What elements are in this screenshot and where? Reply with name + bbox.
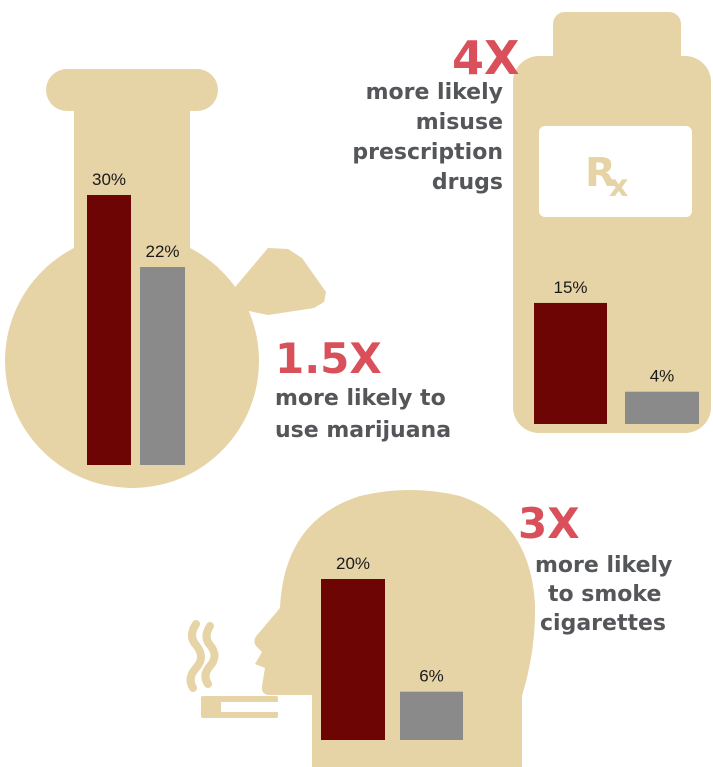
cigarettes-bar-1: [321, 579, 385, 740]
prescription-caption-line-3: prescription: [352, 140, 503, 165]
cigarette-icon: [201, 696, 278, 718]
smoke-icon: [186, 620, 219, 692]
cigarettes-multiplier: 3X: [518, 499, 580, 548]
marijuana-multiplier: 1.5X: [275, 334, 382, 383]
marijuana-bar-1: [87, 195, 131, 465]
cigarettes-caption-line-2: to smoke: [548, 582, 661, 607]
cigarettes-bar-chart: 20% 6%: [321, 554, 463, 740]
rx-letter-x: x: [609, 169, 628, 204]
prescription-bar-2-value-label: 4%: [650, 367, 675, 386]
beaker-bong-icon: [5, 69, 326, 488]
head-silhouette-icon: [254, 490, 536, 767]
cigarettes-caption-line-3: cigarettes: [540, 611, 666, 636]
rx-letter-r: R: [585, 150, 616, 196]
marijuana-bar-1-value-label: 30%: [92, 170, 126, 189]
prescription-bar-chart: 15% 4%: [534, 278, 699, 424]
cigarettes-bar-1-value-label: 20%: [336, 554, 370, 573]
cigarettes-caption-line-1: more likely: [535, 553, 672, 578]
cigarettes-bar-2-value-label: 6%: [419, 667, 444, 686]
prescription-bar-2: [625, 391, 699, 424]
prescription-caption-line-4: drugs: [432, 170, 503, 195]
prescription-bar-1: [534, 302, 607, 424]
prescription-caption-line-2: misuse: [416, 110, 503, 135]
prescription-multiplier: 4X: [452, 31, 519, 85]
marijuana-bar-2-value-label: 22%: [145, 242, 179, 261]
marijuana-caption-line-2: use marijuana: [275, 418, 451, 443]
marijuana-caption-line-1: more likely to: [275, 386, 446, 411]
prescription-rx-icon: R x: [539, 126, 692, 217]
prescription-caption-line-1: more likely: [366, 80, 503, 105]
marijuana-bar-2: [140, 267, 185, 465]
marijuana-bar-chart: 30% 22%: [87, 170, 185, 465]
prescription-bar-1-value-label: 15%: [553, 278, 587, 297]
cigarettes-bar-2: [400, 691, 463, 740]
